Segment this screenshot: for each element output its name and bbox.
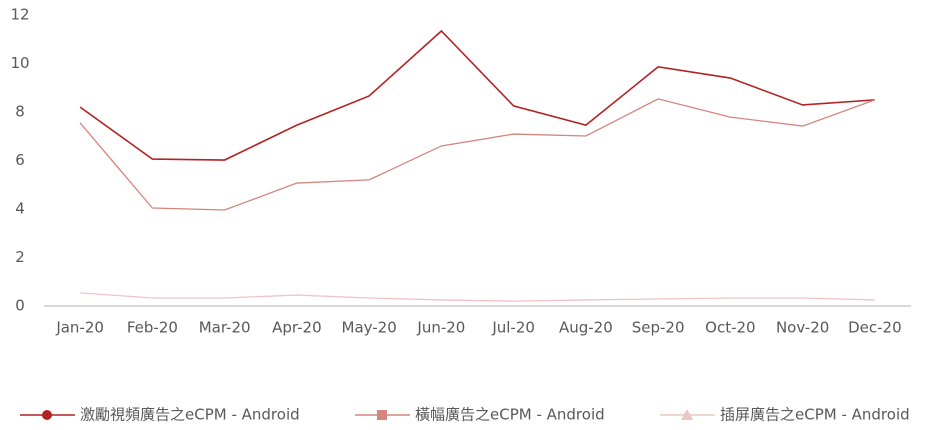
y-tick-label: 10 — [10, 54, 29, 72]
y-tick-label: 6 — [15, 151, 25, 169]
legend-label: 橫幅廣告之eCPM - Android — [415, 406, 605, 424]
x-tick-label: Jan-20 — [55, 319, 104, 337]
y-tick-label: 2 — [15, 248, 25, 266]
legend-label: 激勵視頻廣告之eCPM - Android — [80, 406, 300, 424]
series-line — [79, 98, 876, 211]
series-line — [79, 29, 875, 161]
y-tick-label: 0 — [15, 297, 25, 315]
y-tick-label: 4 — [15, 200, 25, 218]
legend-marker — [42, 410, 52, 420]
legend-label: 插屏廣告之eCPM - Android — [720, 406, 910, 424]
y-tick-label: 8 — [15, 103, 25, 121]
series-line — [80, 292, 875, 302]
x-tick-label: Aug-20 — [559, 319, 613, 337]
x-tick-label: May-20 — [342, 319, 397, 337]
x-tick-label: Jun-20 — [416, 319, 465, 337]
x-tick-label: Apr-20 — [272, 319, 322, 337]
x-tick-label: Nov-20 — [776, 319, 829, 337]
x-tick-label: Mar-20 — [199, 319, 251, 337]
legend-marker — [681, 409, 693, 420]
x-tick-label: Jul-20 — [491, 319, 535, 337]
x-tick-label: Feb-20 — [127, 319, 178, 337]
legend-marker — [377, 410, 387, 420]
x-tick-label: Dec-20 — [848, 319, 902, 337]
y-tick-label: 12 — [10, 6, 29, 24]
x-tick-label: Sep-20 — [632, 319, 685, 337]
x-tick-label: Oct-20 — [705, 319, 755, 337]
